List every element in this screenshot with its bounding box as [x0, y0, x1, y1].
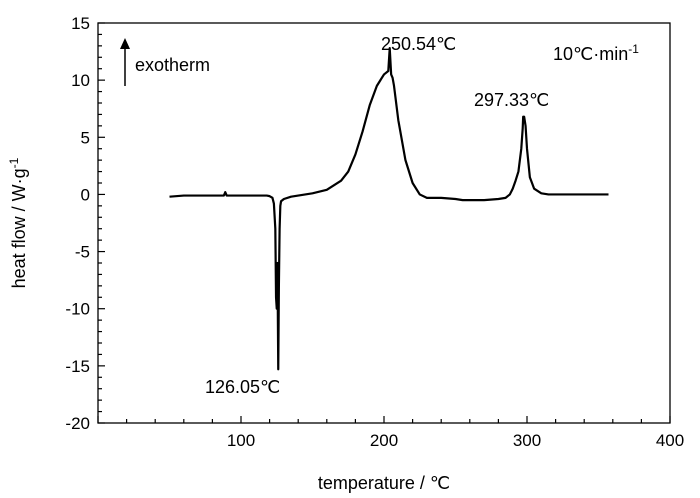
axis-ticks — [97, 22, 671, 424]
y-tick-label: -15 — [65, 357, 90, 376]
x-tick-label: 100 — [227, 431, 255, 450]
y-tick-label: -5 — [75, 243, 90, 262]
y-axis-title-main: heat flow / W·g — [9, 168, 29, 288]
x-tick-label: 300 — [513, 431, 541, 450]
y-tick-label: 5 — [81, 128, 90, 147]
heating-rate-main: 10℃·min — [553, 44, 628, 64]
exotherm-indicator: exotherm — [120, 38, 210, 86]
peak-label-1: 126.05℃ — [205, 377, 280, 397]
exotherm-label: exotherm — [135, 55, 210, 75]
y-tick-label: 0 — [81, 185, 90, 204]
heating-rate-sup: -1 — [628, 42, 639, 56]
peak-label-2: 250.54℃ — [381, 34, 456, 54]
tick-labels: 15 10 5 0 -5 -10 -15 -20 100 200 300 400 — [65, 14, 684, 450]
x-tick-label: 200 — [370, 431, 398, 450]
peak-label-3: 297.33℃ — [474, 90, 549, 110]
x-tick-label: 400 — [656, 431, 684, 450]
y-axis-title-sup: -1 — [7, 157, 21, 168]
y-tick-label: -20 — [65, 414, 90, 433]
heating-rate-label: 10℃·min-1 — [553, 42, 639, 64]
plot-frame — [97, 22, 671, 424]
y-tick-label: 10 — [71, 71, 90, 90]
x-axis-title: temperature / ℃ — [318, 473, 450, 493]
y-tick-label: 15 — [71, 14, 90, 33]
y-tick-label: -10 — [65, 300, 90, 319]
heat-flow-curve — [169, 47, 609, 371]
exotherm-arrow-head — [120, 38, 130, 49]
y-axis-title: heat flow / W·g-1 — [7, 157, 29, 288]
